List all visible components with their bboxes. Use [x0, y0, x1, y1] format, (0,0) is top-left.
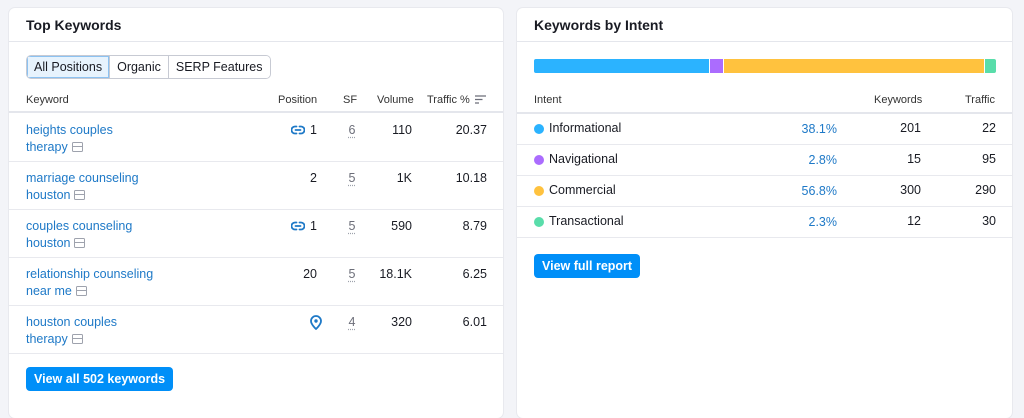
keyword-link[interactable]: couples counseling houston — [26, 219, 133, 250]
sf-count[interactable]: 6 — [348, 123, 356, 137]
link-icon — [291, 125, 306, 135]
link-icon — [291, 221, 306, 231]
keyword-link[interactable]: relationship counseling near me — [26, 267, 154, 298]
location-pin-icon — [310, 315, 322, 330]
traffic-cell: 6.25 — [462, 267, 487, 281]
card-title: Top Keywords — [9, 8, 503, 42]
sf-count[interactable]: 4 — [348, 315, 356, 329]
view-full-report-button[interactable]: View full report — [534, 254, 641, 278]
sf-count[interactable]: 5 — [348, 267, 356, 281]
navigational-dot-icon — [534, 155, 544, 165]
keyword-link[interactable]: houston couples therapy — [26, 315, 118, 346]
transactional-dot-icon — [534, 217, 544, 227]
col-intent: Intent — [534, 94, 562, 106]
traffic-cell: 8.79 — [462, 219, 487, 233]
sf-count[interactable]: 5 — [348, 171, 356, 185]
serp-snapshot-icon[interactable] — [74, 189, 86, 200]
serp-snapshot-icon[interactable] — [74, 237, 86, 248]
serp-snapshot-icon[interactable] — [71, 333, 83, 344]
position-cell: 1 — [291, 123, 317, 137]
col-volume[interactable]: Volume — [377, 94, 414, 106]
col-position[interactable]: Position — [278, 94, 318, 106]
volume-cell: 18.1K — [379, 267, 412, 281]
sf-count[interactable]: 5 — [348, 219, 356, 233]
table-row: houston couples therapy 4 320 6.01 — [9, 306, 503, 354]
intent-row: Commercial 56.8% 300 290 — [517, 176, 1012, 207]
col-traffic: Traffic — [965, 94, 995, 106]
intent-row: Navigational 2.8% 15 95 — [517, 145, 1012, 176]
bar-segment-transactional[interactable] — [985, 59, 996, 73]
serp-snapshot-icon[interactable] — [71, 141, 83, 152]
informational-dot-icon — [534, 124, 544, 134]
intent-table-header: Intent Keywords Traffic — [517, 92, 1012, 114]
col-sf[interactable]: SF — [343, 94, 358, 106]
position-cell — [310, 315, 322, 330]
position-filter-tabs: All Positions Organic SERP Features — [26, 55, 271, 79]
view-all-keywords-button[interactable]: View all 502 keywords — [26, 367, 174, 391]
intent-row: Informational 38.1% 201 22 — [517, 114, 1012, 145]
traffic-cell: 20.37 — [455, 123, 487, 137]
intent-percent-link[interactable]: 2.8% — [808, 153, 838, 167]
intent-percent-link[interactable]: 56.8% — [801, 184, 837, 198]
table-row: couples counseling houston 1 5 590 8.79 — [9, 210, 503, 258]
keywords-by-intent-card: Keywords by Intent Intent Keywords Traff… — [517, 8, 1012, 418]
volume-cell: 590 — [391, 219, 412, 233]
top-keywords-card: Top Keywords All Positions Organic SERP … — [9, 8, 503, 418]
tab-serp-features[interactable]: SERP Features — [168, 56, 270, 78]
col-keyword[interactable]: Keyword — [26, 94, 69, 106]
keyword-link[interactable]: marriage counseling houston — [26, 171, 139, 202]
volume-cell: 110 — [392, 123, 412, 137]
intent-percent-link[interactable]: 38.1% — [801, 122, 837, 136]
intent-distribution-bar — [534, 59, 996, 73]
bar-segment-navigational[interactable] — [709, 59, 723, 73]
volume-cell: 320 — [391, 315, 412, 329]
tab-organic[interactable]: Organic — [110, 56, 169, 78]
col-keywords: Keywords — [874, 94, 923, 106]
commercial-dot-icon — [534, 186, 544, 196]
bar-segment-informational[interactable] — [534, 59, 709, 73]
serp-snapshot-icon[interactable] — [75, 285, 87, 296]
intent-percent-link[interactable]: 2.3% — [808, 215, 838, 229]
position-cell: 2 — [310, 171, 317, 185]
traffic-cell: 6.01 — [462, 315, 487, 329]
col-traffic[interactable]: Traffic % — [427, 94, 470, 106]
position-cell: 1 — [291, 219, 317, 233]
position-cell: 20 — [303, 267, 317, 281]
tab-all-positions[interactable]: All Positions — [27, 56, 111, 78]
table-row: heights couples therapy 1 6 110 20.37 — [9, 114, 503, 162]
keywords-table-header: Keyword Position SF Volume Traffic % — [9, 92, 503, 113]
table-row: marriage counseling houston 2 5 1K 10.18 — [9, 162, 503, 210]
keyword-link[interactable]: heights couples therapy — [26, 123, 113, 154]
sort-icon[interactable] — [475, 95, 486, 107]
traffic-cell: 10.18 — [455, 171, 487, 185]
volume-cell: 1K — [396, 171, 412, 185]
card-title: Keywords by Intent — [517, 8, 1012, 42]
intent-row: Transactional 2.3% 12 30 — [517, 207, 1012, 238]
bar-segment-commercial[interactable] — [723, 59, 985, 73]
table-row: relationship counseling near me 20 5 18.1… — [9, 258, 503, 306]
